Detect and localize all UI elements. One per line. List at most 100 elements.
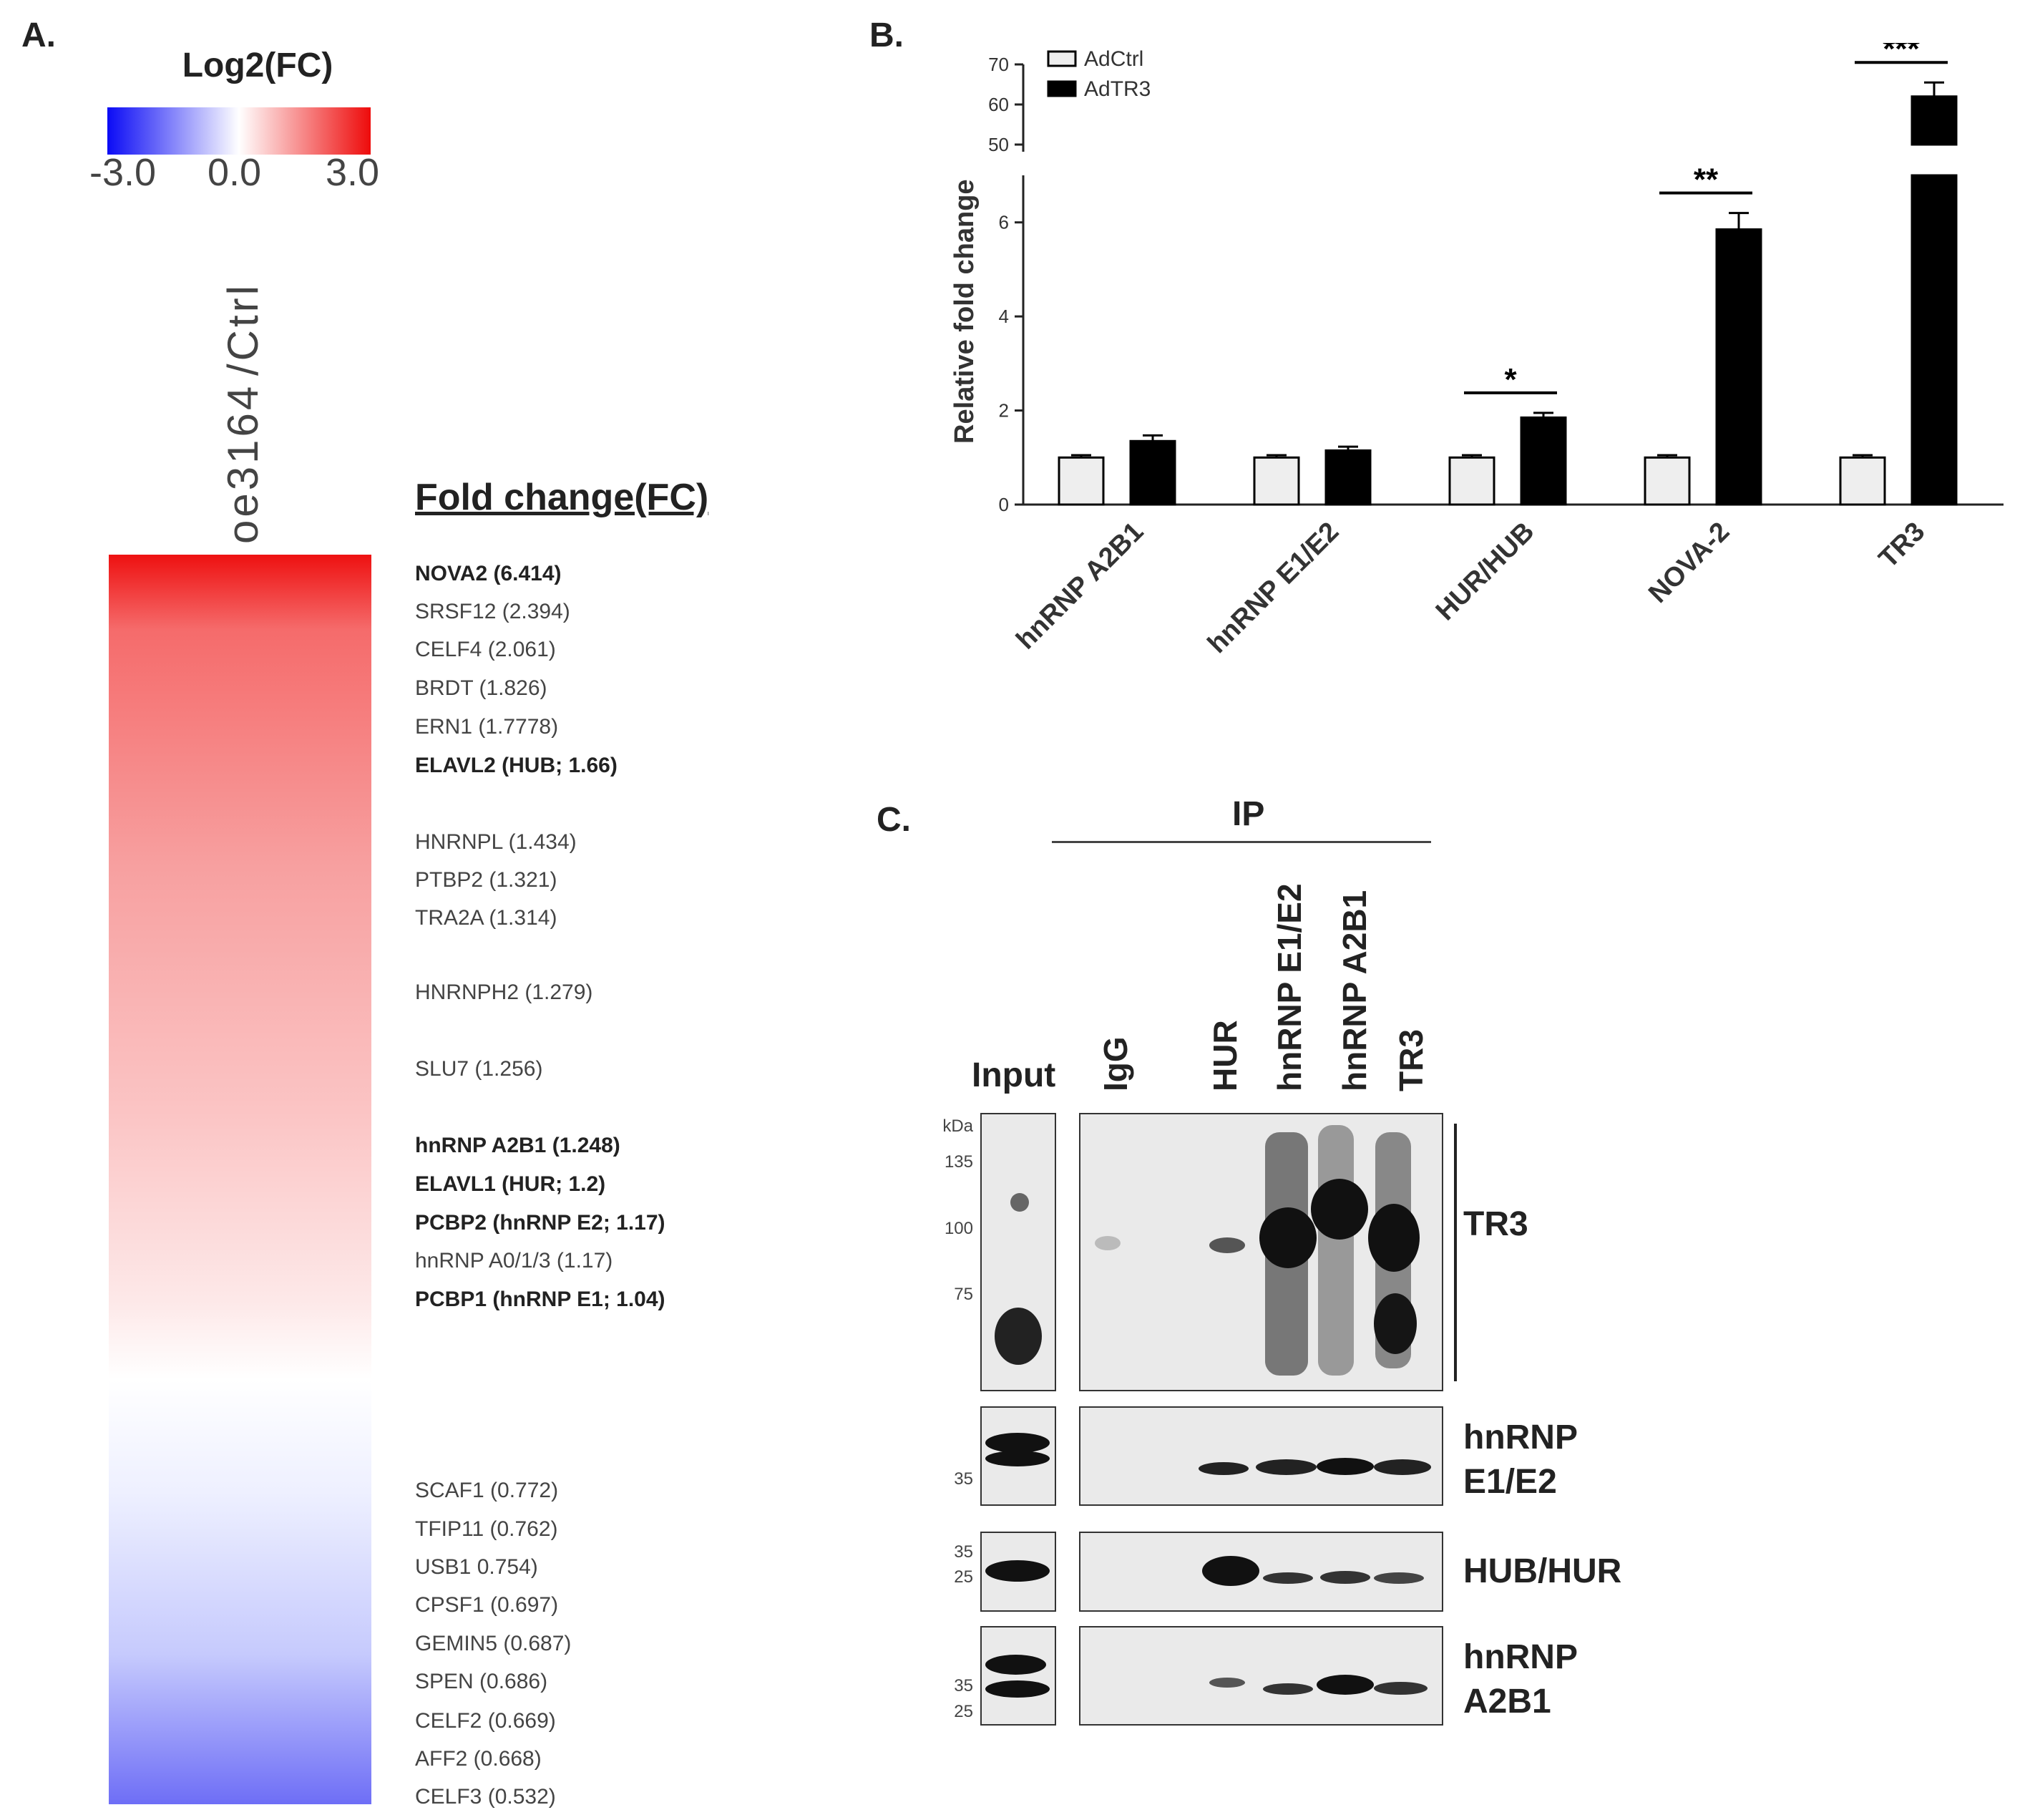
ip-bracket-line [1052, 841, 1431, 843]
gene-label: BRDT (1.826) [415, 676, 547, 700]
bar-adtr3-upper [1911, 95, 1958, 146]
column-label-control: /Ctrl [219, 283, 267, 376]
gene-label: AFF2 (0.668) [415, 1747, 542, 1771]
legend-label: AdTR3 [1084, 77, 1151, 101]
x-tick-label: NOVA-2 [1643, 517, 1735, 609]
gene-label: PTBP2 (1.321) [415, 868, 557, 892]
column-label-sample: oe3164 [219, 383, 267, 544]
gene-label: HNRNPH2 (1.279) [415, 980, 593, 1004]
scale-title: Log2(FC) [182, 47, 333, 84]
blot-label-tr3: TR3 [1463, 1205, 1528, 1243]
heatmap-column [109, 555, 371, 1804]
mw-label-75: 75 [954, 1285, 973, 1304]
blot-label-e1e2-line1: hnRNP [1463, 1418, 1578, 1456]
panel-c-label: C. [877, 801, 911, 839]
panel-b-label: B. [869, 16, 904, 54]
lane-label-igg: IgG [1097, 1036, 1134, 1091]
lane-label-hnrnp-a2b1: hnRNP A2B1 [1336, 890, 1373, 1091]
y-axis-label: Relative fold change [950, 179, 980, 444]
blot-ip-e1e2 [1079, 1406, 1443, 1506]
blot-label-e1e2-line2: E1/E2 [1463, 1463, 1557, 1502]
blot-label-a2b1-line1: hnRNP [1463, 1638, 1578, 1676]
y-tick-label: 50 [988, 134, 1009, 155]
bar-adctrl [1448, 456, 1495, 506]
gene-label: ELAVL1 (HUR; 1.2) [415, 1172, 606, 1196]
blot-input-hur [980, 1532, 1056, 1612]
significance-marker: *** [1883, 43, 1920, 67]
gene-list: NOVA2 (6.414) SRSF12 (2.394) CELF4 (2.061)… [415, 0, 816, 1820]
blot-ip-tr3 [1079, 1113, 1443, 1391]
color-scale-bar [107, 107, 371, 155]
legend-swatch [1047, 80, 1077, 97]
x-tick-label: HUR/HUB [1430, 517, 1541, 627]
scale-mid-label: 0.0 [208, 151, 262, 194]
y-tick-label: 70 [988, 54, 1009, 75]
bar-adtr3 [1324, 449, 1372, 506]
mw-label-25-hur: 25 [954, 1567, 973, 1587]
gene-label: SLU7 (1.256) [415, 1057, 543, 1081]
gene-label: CELF3 (0.532) [415, 1785, 556, 1809]
x-tick-label: hnRNP A2B1 [1010, 517, 1149, 656]
gene-label: GEMIN5 (0.687) [415, 1632, 572, 1655]
gene-label: hnRNP A2B1 (1.248) [415, 1134, 620, 1157]
gene-label: SRSF12 (2.394) [415, 600, 570, 623]
blot-label-e1e2: hnRNP E1/E2 [1463, 1416, 1578, 1505]
ip-label: IP [1232, 795, 1265, 833]
gene-label: CPSF1 (0.697) [415, 1593, 559, 1617]
blot-ip-hur [1079, 1532, 1443, 1612]
blot-label-hur: HUB/HUR [1463, 1552, 1622, 1590]
y-tick-label: 6 [999, 212, 1009, 233]
gene-label: ERN1 (1.7778) [415, 715, 559, 739]
legend-label: AdCtrl [1084, 47, 1143, 71]
bar-adctrl [1253, 456, 1300, 506]
gene-label: SCAF1 (0.772) [415, 1479, 559, 1502]
panel-a-label: A. [21, 16, 56, 54]
fold-change-header: Fold change(FC) [415, 477, 709, 518]
bar-adtr3 [1129, 439, 1176, 506]
significance-marker: * [1504, 362, 1517, 397]
gene-label: SPEN (0.686) [415, 1670, 548, 1693]
bar-adtr3 [1715, 228, 1762, 506]
gene-label: TRA2A (1.314) [415, 906, 557, 930]
gene-label: PCBP1 (hnRNP E1; 1.04) [415, 1288, 665, 1311]
blot-input-tr3 [980, 1113, 1056, 1391]
bar-adtr3 [1520, 416, 1567, 506]
mw-label-25-a2b1: 25 [954, 1702, 973, 1721]
blot-input-e1e2 [980, 1406, 1056, 1506]
gene-label: CELF2 (0.669) [415, 1709, 556, 1733]
significance-marker: ** [1694, 162, 1719, 198]
y-tick-label: 4 [999, 306, 1009, 327]
gene-label: ELAVL2 (HUB; 1.66) [415, 754, 618, 777]
legend-swatch [1047, 50, 1077, 67]
scale-min-label: -3.0 [89, 151, 157, 194]
mw-label-100: 100 [944, 1219, 973, 1238]
blot-label-a2b1: hnRNP A2B1 [1463, 1635, 1578, 1725]
gene-label: HNRNPL (1.434) [415, 830, 577, 854]
mw-label-35-e1e2: 35 [954, 1469, 973, 1489]
gene-label: PCBP2 (hnRNP E2; 1.17) [415, 1211, 665, 1235]
input-lane-label: Input [972, 1056, 1056, 1094]
x-tick-label: TR3 [1873, 517, 1931, 574]
gene-label: NOVA2 (6.414) [415, 562, 562, 585]
y-tick-label: 2 [999, 400, 1009, 422]
x-tick-label: hnRNP E1/E2 [1202, 517, 1345, 659]
bar-adtr3 [1911, 174, 1958, 506]
bar-chart: 0 2 4 6 50 60 70 Relative fold change hnRNP A2B1… [950, 43, 2004, 659]
gene-label: hnRNP A0/1/3 (1.17) [415, 1249, 613, 1272]
y-tick-label: 0 [999, 494, 1009, 515]
bar-adctrl [1644, 456, 1691, 506]
blot-tr3-bracket [1454, 1124, 1457, 1381]
bar-adctrl [1839, 456, 1886, 506]
lane-label-hnrnp-e1e2: hnRNP E1/E2 [1271, 883, 1308, 1091]
blot-input-a2b1 [980, 1626, 1056, 1726]
y-tick-label: 60 [988, 94, 1009, 115]
bar-adctrl [1058, 456, 1105, 506]
blot-label-a2b1-line2: A2B1 [1463, 1683, 1551, 1721]
lane-label-tr3: TR3 [1392, 1029, 1430, 1091]
gene-label: USB1 0.754) [415, 1555, 538, 1579]
gene-label: CELF4 (2.061) [415, 638, 556, 661]
blot-ip-a2b1 [1079, 1626, 1443, 1726]
mw-label-135: 135 [944, 1152, 973, 1172]
mw-label-35-a2b1: 35 [954, 1676, 973, 1695]
lane-label-hur: HUR [1206, 1020, 1244, 1091]
